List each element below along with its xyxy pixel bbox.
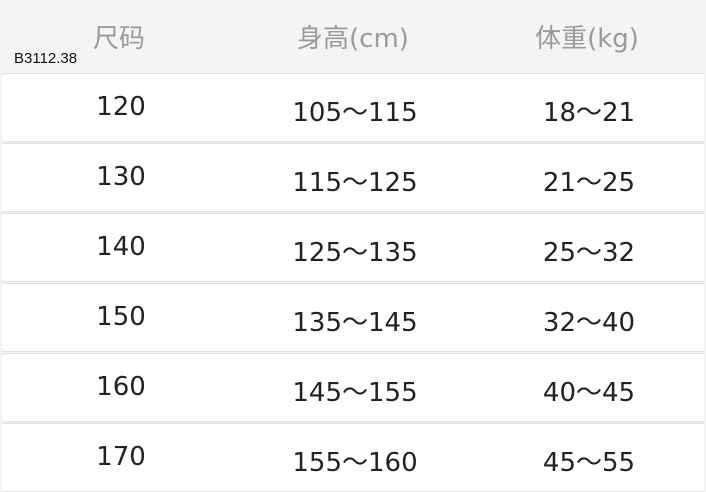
table-row: 130 115～125 21～25 bbox=[2, 143, 704, 212]
cell-weight: 32～40 bbox=[542, 308, 636, 338]
cell-size: 140 bbox=[96, 232, 146, 262]
cell-height: 135～145 bbox=[292, 308, 418, 338]
header-weight: 体重(kg) bbox=[535, 24, 639, 54]
cell-size: 120 bbox=[96, 92, 146, 122]
cell-size: 160 bbox=[96, 372, 146, 402]
table-row: 120 105～115 18～21 bbox=[2, 73, 704, 142]
cell-weight: 21～25 bbox=[542, 168, 636, 198]
cell-height: 125～135 bbox=[292, 238, 418, 268]
cell-size: 130 bbox=[96, 162, 146, 192]
cell-size: 170 bbox=[96, 442, 146, 472]
product-code: B3112.38 bbox=[14, 50, 78, 67]
cell-height: 145～155 bbox=[292, 378, 418, 408]
table-row: 150 135～145 32～40 bbox=[2, 283, 704, 352]
header-height: 身高(cm) bbox=[297, 24, 409, 54]
cell-height: 105～115 bbox=[292, 98, 418, 128]
cell-height: 155～160 bbox=[292, 448, 418, 478]
cell-size: 150 bbox=[96, 302, 146, 332]
cell-weight: 25～32 bbox=[542, 238, 636, 268]
cell-height: 115～125 bbox=[292, 168, 418, 198]
cell-weight: 45～55 bbox=[542, 448, 636, 478]
cell-weight: 18～21 bbox=[542, 98, 636, 128]
table-row: 140 125～135 25～32 bbox=[2, 213, 704, 282]
table-header: 尺码 身高(cm) 体重(kg) B3112.38 bbox=[0, 0, 706, 72]
table-row: 170 155～160 45～55 bbox=[2, 423, 704, 492]
header-size: 尺码 bbox=[92, 24, 145, 54]
table-row: 160 145～155 40～45 bbox=[2, 353, 704, 422]
cell-weight: 40～45 bbox=[542, 378, 636, 408]
